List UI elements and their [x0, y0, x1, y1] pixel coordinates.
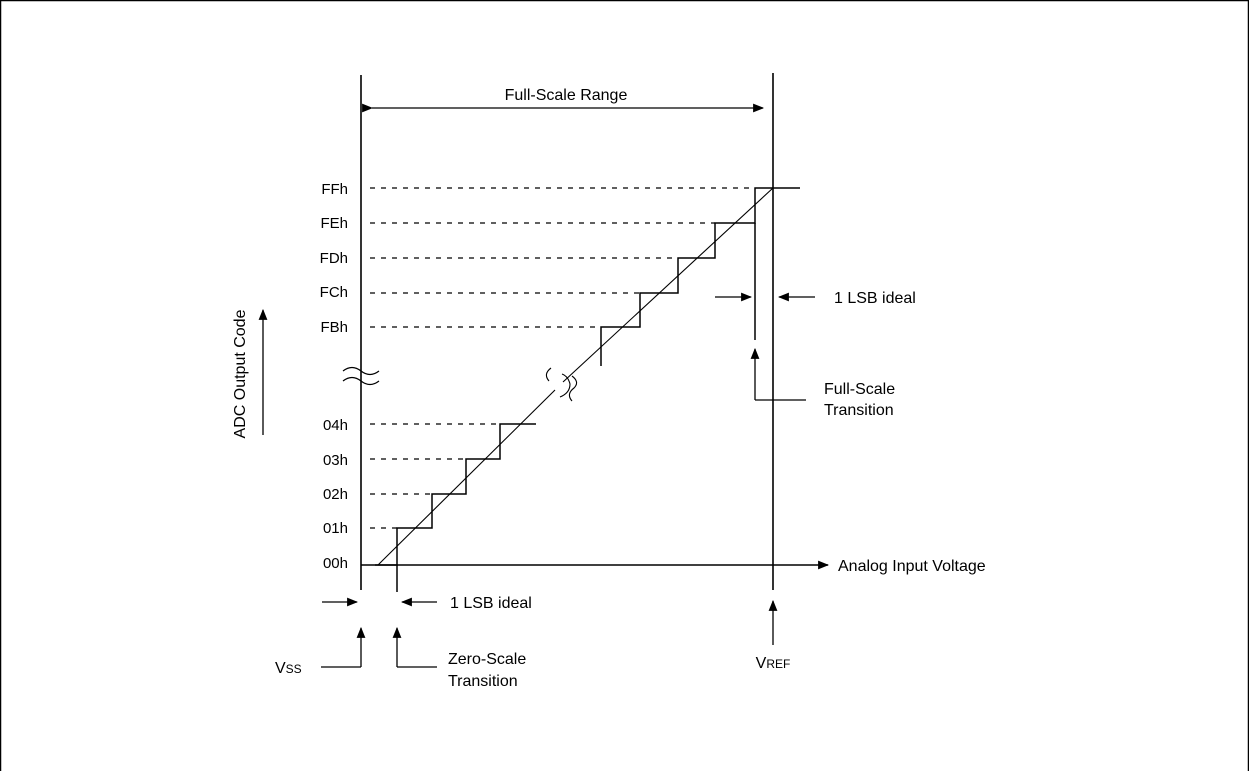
vss-label: VSS	[275, 660, 302, 677]
axis-break-symbol	[342, 366, 380, 386]
full-scale-transition-label-2: Transition	[824, 402, 894, 419]
x-axis-label: Analog Input Voltage	[838, 558, 986, 575]
code-label-02h: 02h	[323, 486, 348, 503]
full-scale-transition-label-1: Full-Scale	[824, 381, 895, 398]
code-label-feh: FEh	[320, 215, 348, 232]
vref-label: VREF	[756, 655, 791, 672]
staircase-lower	[375, 423, 536, 566]
transfer-break-symbol	[545, 367, 578, 402]
zero-scale-transition-label-1: Zero-Scale	[448, 651, 526, 668]
lsb-ideal-label-bottom: 1 LSB ideal	[450, 595, 532, 612]
staircase-upper	[600, 187, 800, 366]
lsb-ideal-label-top: 1 LSB ideal	[834, 290, 916, 307]
code-label-fbh: FBh	[320, 319, 348, 336]
code-label-01h: 01h	[323, 520, 348, 537]
code-label-fch: FCh	[320, 284, 348, 301]
code-label-ffh: FFh	[321, 181, 348, 198]
code-label-03h: 03h	[323, 452, 348, 469]
full-scale-range-label: Full-Scale Range	[505, 87, 628, 104]
code-labels-top: FBh FCh FDh FEh FFh	[320, 181, 348, 336]
ideal-transfer-line-upper	[562, 187, 774, 383]
code-labels-bottom: 00h 01h 02h 03h 04h	[323, 417, 348, 572]
code-label-00h: 00h	[323, 555, 348, 572]
y-axis-label: ADC Output Code	[232, 309, 249, 438]
zero-scale-transition-label-2: Transition	[448, 673, 518, 690]
code-label-04h: 04h	[323, 417, 348, 434]
code-guide-lines	[370, 187, 755, 529]
code-label-fdh: FDh	[320, 250, 348, 267]
